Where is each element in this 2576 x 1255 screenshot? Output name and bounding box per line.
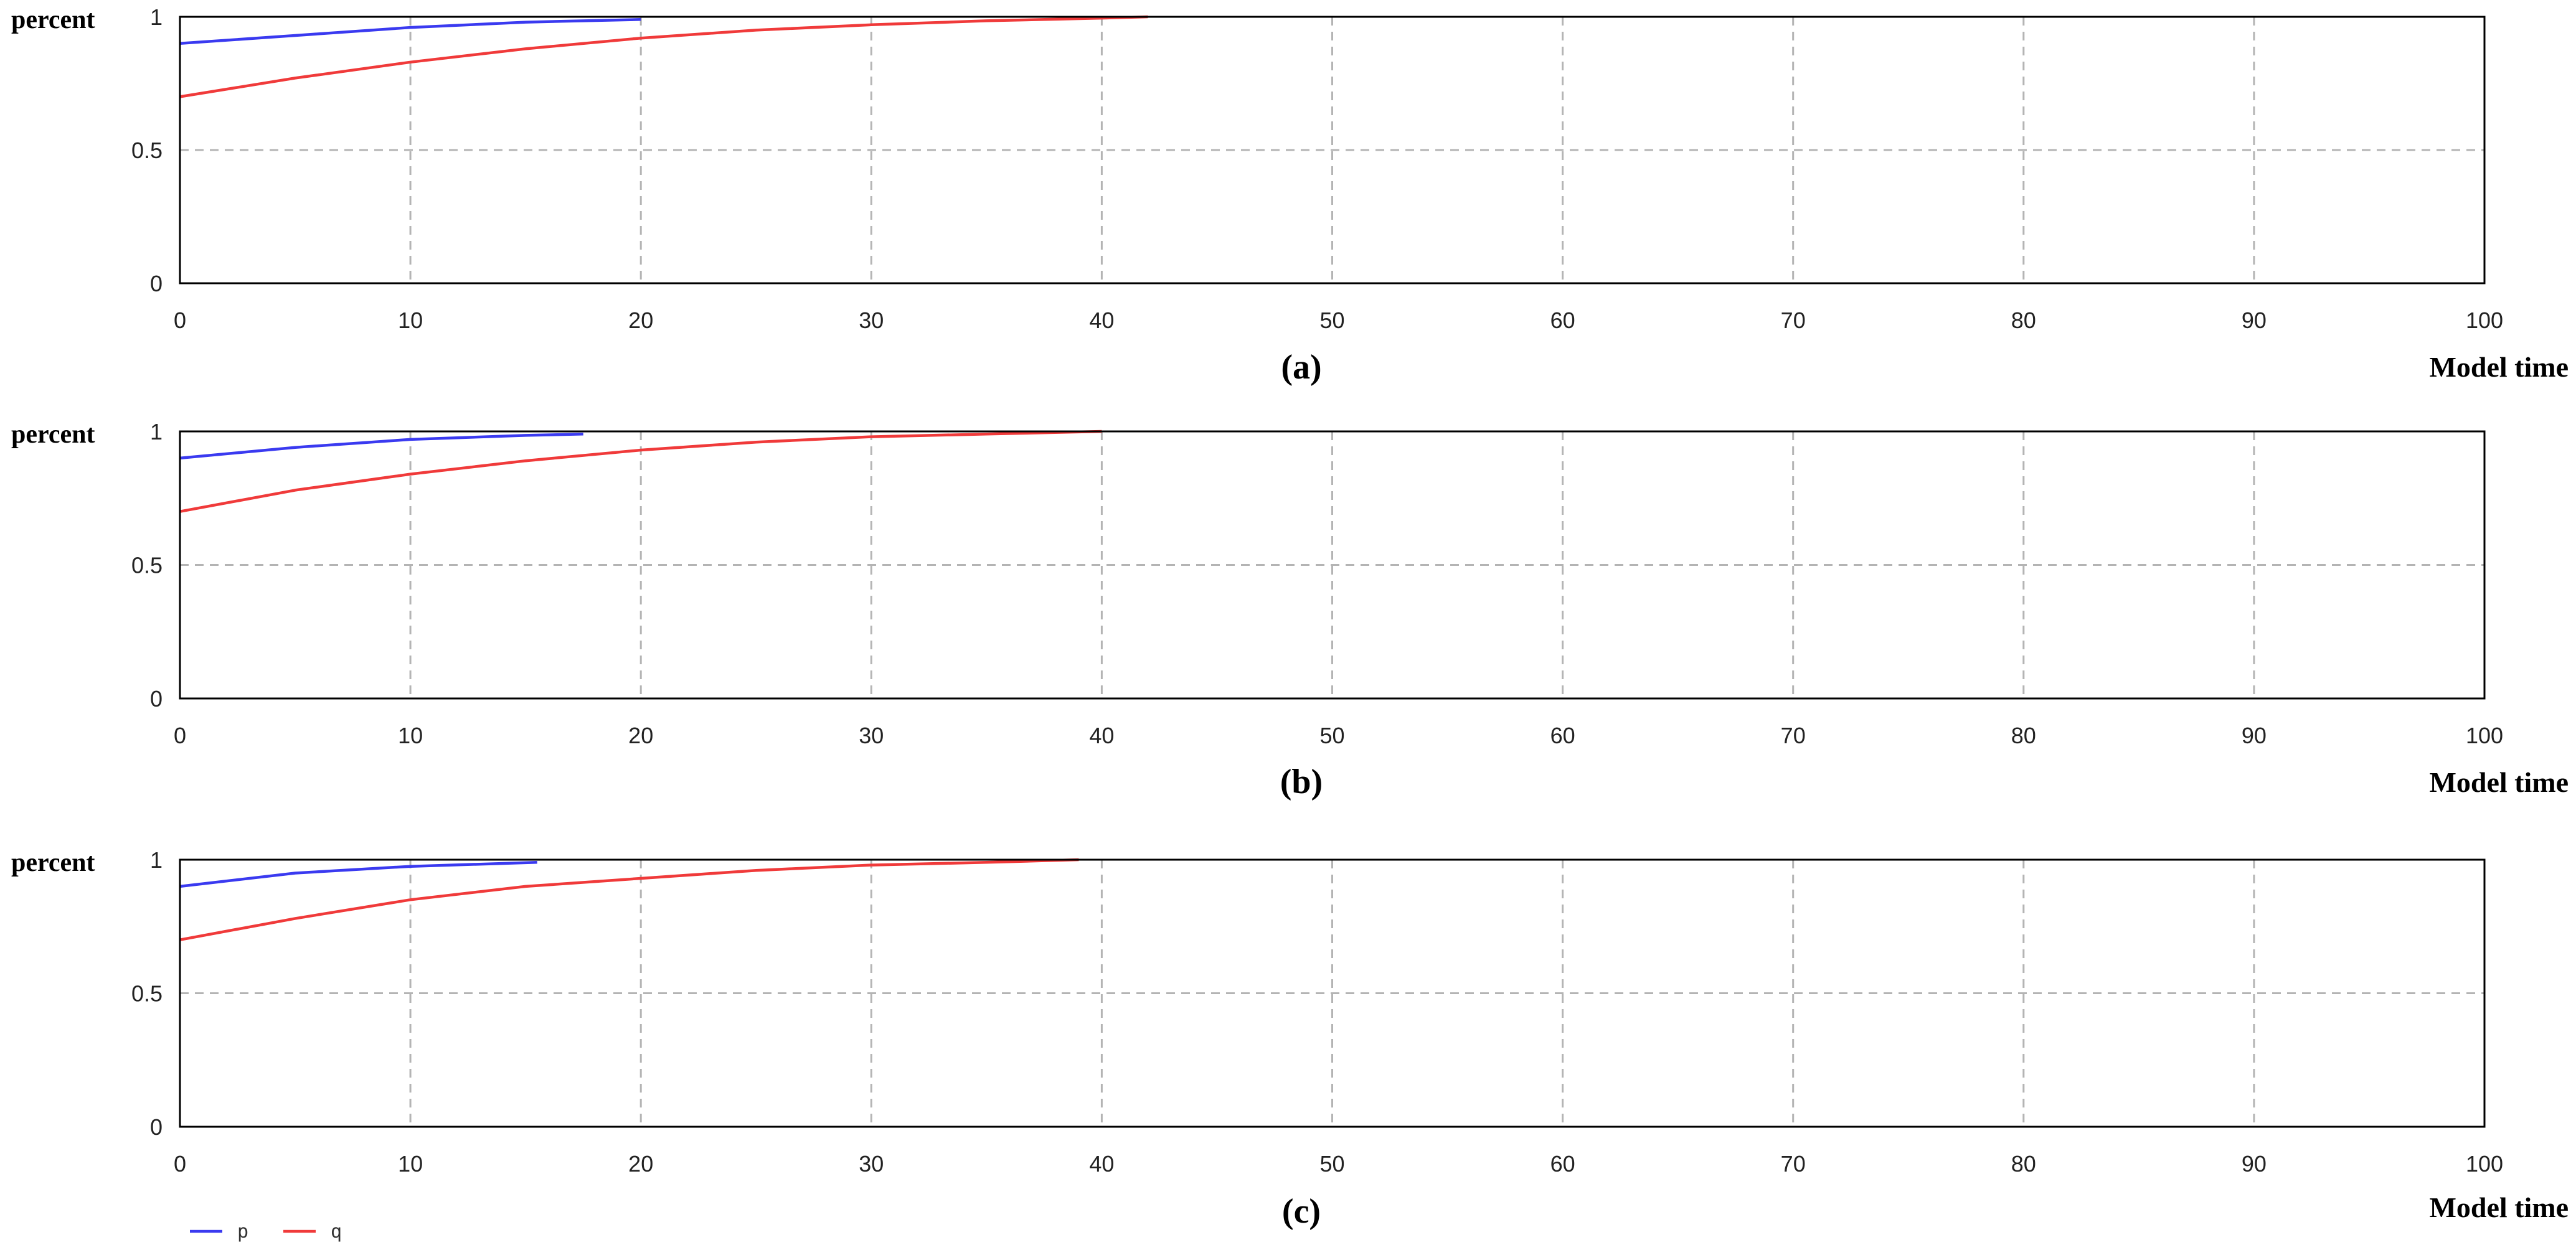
y-tick-label: 0	[150, 686, 163, 712]
x-tick-label: 50	[1319, 1151, 1344, 1177]
chart-panel-a: 0 10 20 30 40 50 60 70 80 90 100 0 0.5 1 percent Model …	[11, 4, 2569, 387]
legend-label-p: p	[237, 1221, 248, 1243]
chart-panel-c: 0 10 20 30 40 50 60 70 80 90 100 0 0.5 1 percent Model …	[11, 847, 2569, 1243]
x-tick-label: 70	[1781, 308, 1806, 333]
x-tick-label: 90	[2242, 1151, 2267, 1177]
x-tick-label: 60	[1550, 308, 1575, 333]
panel-caption: (a)	[1281, 348, 1321, 387]
plot-frame	[179, 430, 2486, 700]
x-tick-label: 80	[2011, 308, 2036, 333]
series-line-q	[179, 15, 1148, 98]
x-tick-label: 100	[2466, 308, 2503, 333]
x-tick-label: 40	[1089, 723, 1114, 748]
x-tick-label: 40	[1089, 1151, 1114, 1177]
panel-caption: (b)	[1280, 763, 1323, 801]
series-line-q	[179, 858, 1079, 941]
x-tick-label: 20	[628, 723, 653, 748]
y-tick-label: 0.5	[131, 553, 163, 578]
x-tick-label: 40	[1089, 308, 1114, 333]
x-tick-label: 100	[2466, 723, 2503, 748]
x-tick-label: 0	[174, 1151, 186, 1177]
x-tick-label: 60	[1550, 723, 1575, 748]
x-tick-label: 30	[859, 723, 884, 748]
series-line-q	[179, 430, 1102, 513]
x-tick-label: 70	[1781, 1151, 1806, 1177]
y-axis-label: percent	[11, 420, 95, 449]
x-tick-label: 90	[2242, 723, 2267, 748]
x-tick-label: 10	[398, 308, 423, 333]
series-line-p	[179, 861, 537, 888]
x-tick-label: 10	[398, 723, 423, 748]
y-tick-label: 0.5	[131, 981, 163, 1007]
plot-frame	[179, 16, 2486, 284]
y-tick-label: 1	[150, 847, 163, 873]
y-axis-label: percent	[11, 6, 95, 34]
x-axis-label: Model time	[2429, 351, 2569, 383]
x-tick-label: 30	[859, 1151, 884, 1177]
legend-label-q: q	[331, 1221, 342, 1243]
x-tick-label: 80	[2011, 723, 2036, 748]
y-axis-label: percent	[11, 848, 95, 877]
x-axis-label: Model time	[2429, 1192, 2569, 1223]
x-axis-label: Model time	[2429, 766, 2569, 798]
x-tick-label: 20	[628, 308, 653, 333]
y-tick-label: 0	[150, 1114, 163, 1140]
x-tick-label: 50	[1319, 308, 1344, 333]
panel-caption: (c)	[1282, 1192, 1321, 1231]
x-tick-label: 0	[174, 308, 186, 333]
x-tick-label: 30	[859, 308, 884, 333]
x-tick-label: 90	[2242, 308, 2267, 333]
series-line-p	[179, 433, 583, 460]
x-tick-label: 80	[2011, 1151, 2036, 1177]
x-tick-label: 70	[1781, 723, 1806, 748]
x-tick-label: 60	[1550, 1151, 1575, 1177]
x-tick-label: 100	[2466, 1151, 2503, 1177]
y-tick-label: 0	[150, 271, 163, 296]
x-tick-label: 10	[398, 1151, 423, 1177]
chart-panel-b: 0 10 20 30 40 50 60 70 80 90 100 0 0.5 1 percent Model …	[11, 419, 2569, 801]
x-tick-label: 50	[1319, 723, 1344, 748]
y-tick-label: 1	[150, 4, 163, 30]
x-tick-label: 0	[174, 723, 186, 748]
y-tick-label: 1	[150, 419, 163, 444]
series-line-p	[179, 18, 641, 45]
x-tick-label: 20	[628, 1151, 653, 1177]
y-tick-label: 0.5	[131, 138, 163, 163]
plot-frame	[179, 858, 2486, 1128]
